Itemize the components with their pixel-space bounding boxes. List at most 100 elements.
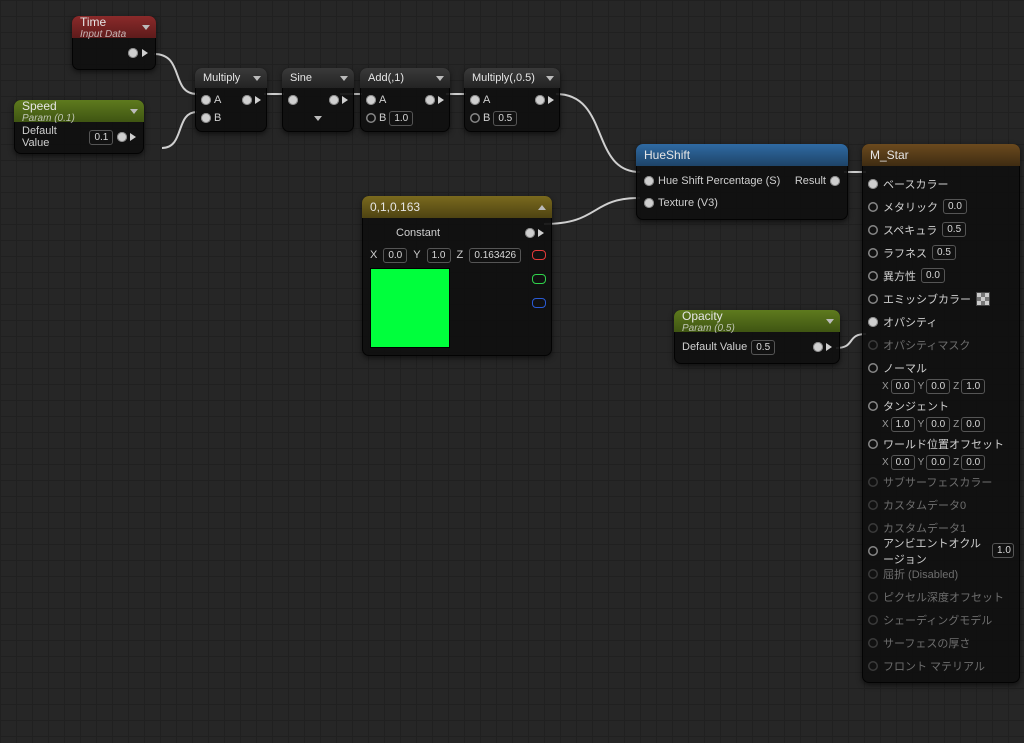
node-sine[interactable]: Sine: [282, 68, 354, 132]
chevron-down-icon[interactable]: [253, 76, 261, 81]
input-pin-b[interactable]: [201, 113, 211, 123]
input-pin[interactable]: [868, 523, 878, 533]
input-pin[interactable]: [868, 225, 878, 235]
chevron-down-icon[interactable]: [130, 109, 138, 114]
result-pin-row[interactable]: タンジェント: [868, 394, 1014, 417]
input-pin-b[interactable]: [366, 113, 376, 123]
output-pin[interactable]: [813, 342, 823, 352]
node-time[interactable]: Time Input Data: [72, 16, 156, 70]
input-pin-b[interactable]: [470, 113, 480, 123]
chevron-down-icon[interactable]: [546, 76, 554, 81]
input-pin[interactable]: [868, 317, 878, 327]
node-header[interactable]: HueShift: [636, 144, 848, 166]
node-multiply[interactable]: Multiply A B: [195, 68, 267, 132]
result-pin-row[interactable]: オパシティマスク: [868, 333, 1014, 356]
result-pin-row[interactable]: エミッシブカラー: [868, 287, 1014, 310]
channel-pin[interactable]: [532, 274, 546, 284]
node-header[interactable]: Opacity Param (0.5): [674, 310, 840, 332]
result-pin-row[interactable]: ベースカラー: [868, 172, 1014, 195]
node-header[interactable]: M_Star: [862, 144, 1020, 166]
input-pin[interactable]: [868, 248, 878, 258]
input-pin-texture[interactable]: [644, 198, 654, 208]
node-header[interactable]: Time Input Data: [72, 16, 156, 38]
input-pin[interactable]: [868, 363, 878, 373]
node-header[interactable]: Add(,1): [360, 68, 450, 88]
chevron-down-icon[interactable]: [436, 76, 444, 81]
node-multiply-half[interactable]: Multiply(,0.5) A B 0.5: [464, 68, 560, 132]
input-pin[interactable]: [868, 592, 878, 602]
input-pin-a[interactable]: [201, 95, 211, 105]
result-pin-row[interactable]: ノーマル: [868, 356, 1014, 379]
xyz-value-input[interactable]: 0.0: [961, 455, 985, 470]
input-pin[interactable]: [868, 661, 878, 671]
result-pin-row[interactable]: ラフネス0.5: [868, 241, 1014, 264]
input-pin[interactable]: [868, 202, 878, 212]
input-pin[interactable]: [868, 477, 878, 487]
node-header[interactable]: 0,1,0.163: [362, 196, 552, 218]
result-pin-row[interactable]: スペキュラ0.5: [868, 218, 1014, 241]
pin-value-input[interactable]: 0.5: [942, 222, 966, 237]
chevron-down-icon[interactable]: [142, 25, 150, 30]
default-value-input[interactable]: 0.1: [89, 130, 113, 145]
result-pin-row[interactable]: 異方性0.0: [868, 264, 1014, 287]
xyz-value-input[interactable]: 0.0: [891, 455, 915, 470]
result-pin-row[interactable]: ピクセル深度オフセット: [868, 585, 1014, 608]
result-pin-row[interactable]: サブサーフェスカラー: [868, 470, 1014, 493]
xyz-value-input[interactable]: 0.0: [926, 455, 950, 470]
output-pin[interactable]: [535, 95, 545, 105]
node-header[interactable]: Sine: [282, 68, 354, 88]
node-opacity-param[interactable]: Opacity Param (0.5) Default Value 0.5: [674, 310, 840, 364]
result-pin-row[interactable]: アンビエントオクルージョン1.0: [868, 539, 1014, 562]
input-pin[interactable]: [868, 294, 878, 304]
chevron-down-icon[interactable]: [826, 319, 834, 324]
xyz-value-input[interactable]: 0.0: [891, 379, 915, 394]
result-pin-row[interactable]: カスタムデータ0: [868, 493, 1014, 516]
input-pin[interactable]: [868, 179, 878, 189]
xyz-value-input[interactable]: 1.0: [961, 379, 985, 394]
result-pin-row[interactable]: フロント マテリアル: [868, 654, 1014, 677]
output-pin-result[interactable]: [830, 176, 840, 186]
input-pin[interactable]: [868, 401, 878, 411]
chevron-up-icon[interactable]: [538, 205, 546, 210]
input-pin[interactable]: [868, 500, 878, 510]
chevron-down-icon[interactable]: [340, 76, 348, 81]
value-input-b[interactable]: 1.0: [389, 111, 413, 126]
pin-value-input[interactable]: 0.0: [943, 199, 967, 214]
input-pin[interactable]: [868, 615, 878, 625]
input-pin[interactable]: [868, 569, 878, 579]
xyz-value-input[interactable]: 0.0: [926, 379, 950, 394]
input-pin[interactable]: [288, 95, 298, 105]
pin-value-input[interactable]: 0.0: [921, 268, 945, 283]
output-pin[interactable]: [128, 48, 138, 58]
result-pin-row[interactable]: サーフェスの厚さ: [868, 631, 1014, 654]
output-pin-rgb[interactable]: [525, 228, 535, 238]
result-pin-row[interactable]: ワールド位置オフセット: [868, 432, 1014, 455]
xyz-value-input[interactable]: 0.0: [926, 417, 950, 432]
node-speed-param[interactable]: Speed Param (0.1) Default Value 0.1: [14, 100, 144, 154]
input-pin[interactable]: [868, 439, 878, 449]
node-header[interactable]: Multiply(,0.5): [464, 68, 560, 88]
node-hueshift[interactable]: HueShift Hue Shift Percentage (S) Result…: [636, 144, 848, 220]
z-input[interactable]: 0.163426: [469, 248, 521, 263]
node-header[interactable]: Multiply: [195, 68, 267, 88]
node-constant3[interactable]: 0,1,0.163 Constant X 0.0 Y 1.0 Z 0.16342…: [362, 196, 552, 356]
xyz-value-input[interactable]: 0.0: [961, 417, 985, 432]
input-pin-hue[interactable]: [644, 176, 654, 186]
result-pin-row[interactable]: メタリック0.0: [868, 195, 1014, 218]
input-pin-a[interactable]: [366, 95, 376, 105]
input-pin-a[interactable]: [470, 95, 480, 105]
input-pin[interactable]: [868, 340, 878, 350]
result-pin-row[interactable]: 屈折 (Disabled): [868, 562, 1014, 585]
y-input[interactable]: 1.0: [427, 248, 451, 263]
node-material-result[interactable]: M_Star ベースカラーメタリック0.0スペキュラ0.5ラフネス0.5異方性0…: [862, 144, 1020, 683]
output-pin[interactable]: [242, 95, 252, 105]
chevron-down-icon[interactable]: [314, 116, 322, 121]
output-pin[interactable]: [425, 95, 435, 105]
x-input[interactable]: 0.0: [383, 248, 407, 263]
output-pin[interactable]: [329, 95, 339, 105]
result-pin-row[interactable]: シェーディングモデル: [868, 608, 1014, 631]
input-pin[interactable]: [868, 271, 878, 281]
default-value-input[interactable]: 0.5: [751, 340, 775, 355]
input-pin[interactable]: [868, 546, 878, 556]
pin-value-input[interactable]: 0.5: [932, 245, 956, 260]
